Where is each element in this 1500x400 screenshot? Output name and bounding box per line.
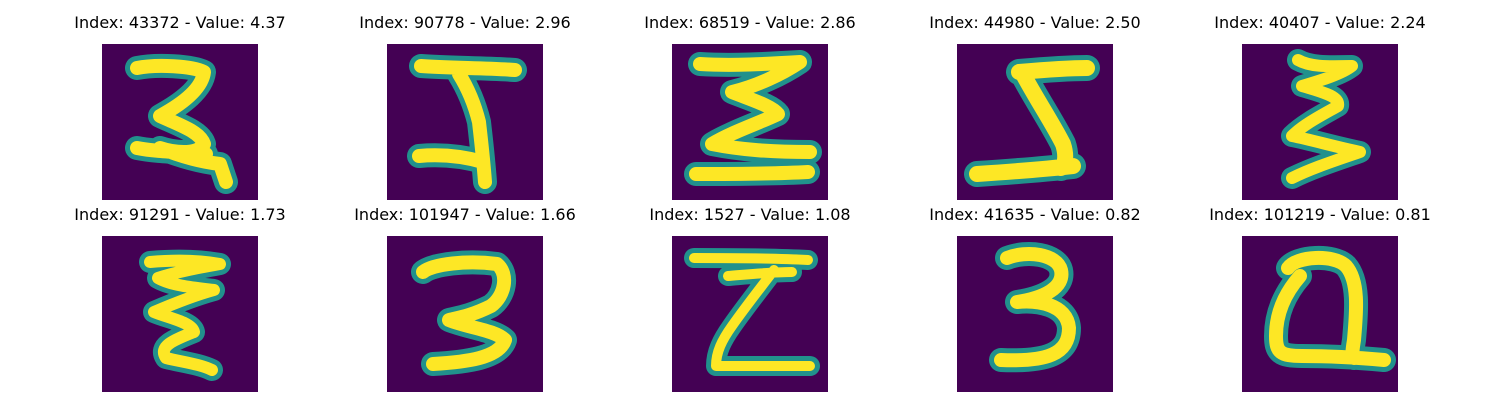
panel-title: Index: 44980 - Value: 2.50 (893, 8, 1177, 38)
digit-image (672, 236, 828, 392)
panel-5: Index: 40407 - Value: 2.24 (1178, 8, 1462, 198)
digit-image (1242, 44, 1398, 200)
digit-image (957, 44, 1113, 200)
panel-10: Index: 101219 - Value: 0.81 (1178, 200, 1462, 390)
panel-title: Index: 90778 - Value: 2.96 (323, 8, 607, 38)
digit-image (387, 236, 543, 392)
panel-title: Index: 41635 - Value: 0.82 (893, 200, 1177, 230)
digit-image (957, 236, 1113, 392)
panel-9: Index: 41635 - Value: 0.82 (893, 200, 1177, 390)
panel-2: Index: 90778 - Value: 2.96 (323, 8, 607, 198)
digit-image (1242, 236, 1398, 392)
digit-image (102, 236, 258, 392)
digit-image (387, 44, 543, 200)
digit-image (102, 44, 258, 200)
panel-8: Index: 1527 - Value: 1.08 (608, 200, 892, 390)
panel-title: Index: 101947 - Value: 1.66 (323, 200, 607, 230)
panel-6: Index: 91291 - Value: 1.73 (38, 200, 322, 390)
digit-image (672, 44, 828, 200)
panel-7: Index: 101947 - Value: 1.66 (323, 200, 607, 390)
panel-4: Index: 44980 - Value: 2.50 (893, 8, 1177, 198)
panel-title: Index: 101219 - Value: 0.81 (1178, 200, 1462, 230)
panel-3: Index: 68519 - Value: 2.86 (608, 8, 892, 198)
panel-title: Index: 40407 - Value: 2.24 (1178, 8, 1462, 38)
panel-title: Index: 68519 - Value: 2.86 (608, 8, 892, 38)
panel-1: Index: 43372 - Value: 4.37 (38, 8, 322, 198)
panel-title: Index: 1527 - Value: 1.08 (608, 200, 892, 230)
panel-title: Index: 43372 - Value: 4.37 (38, 8, 322, 38)
panel-title: Index: 91291 - Value: 1.73 (38, 200, 322, 230)
